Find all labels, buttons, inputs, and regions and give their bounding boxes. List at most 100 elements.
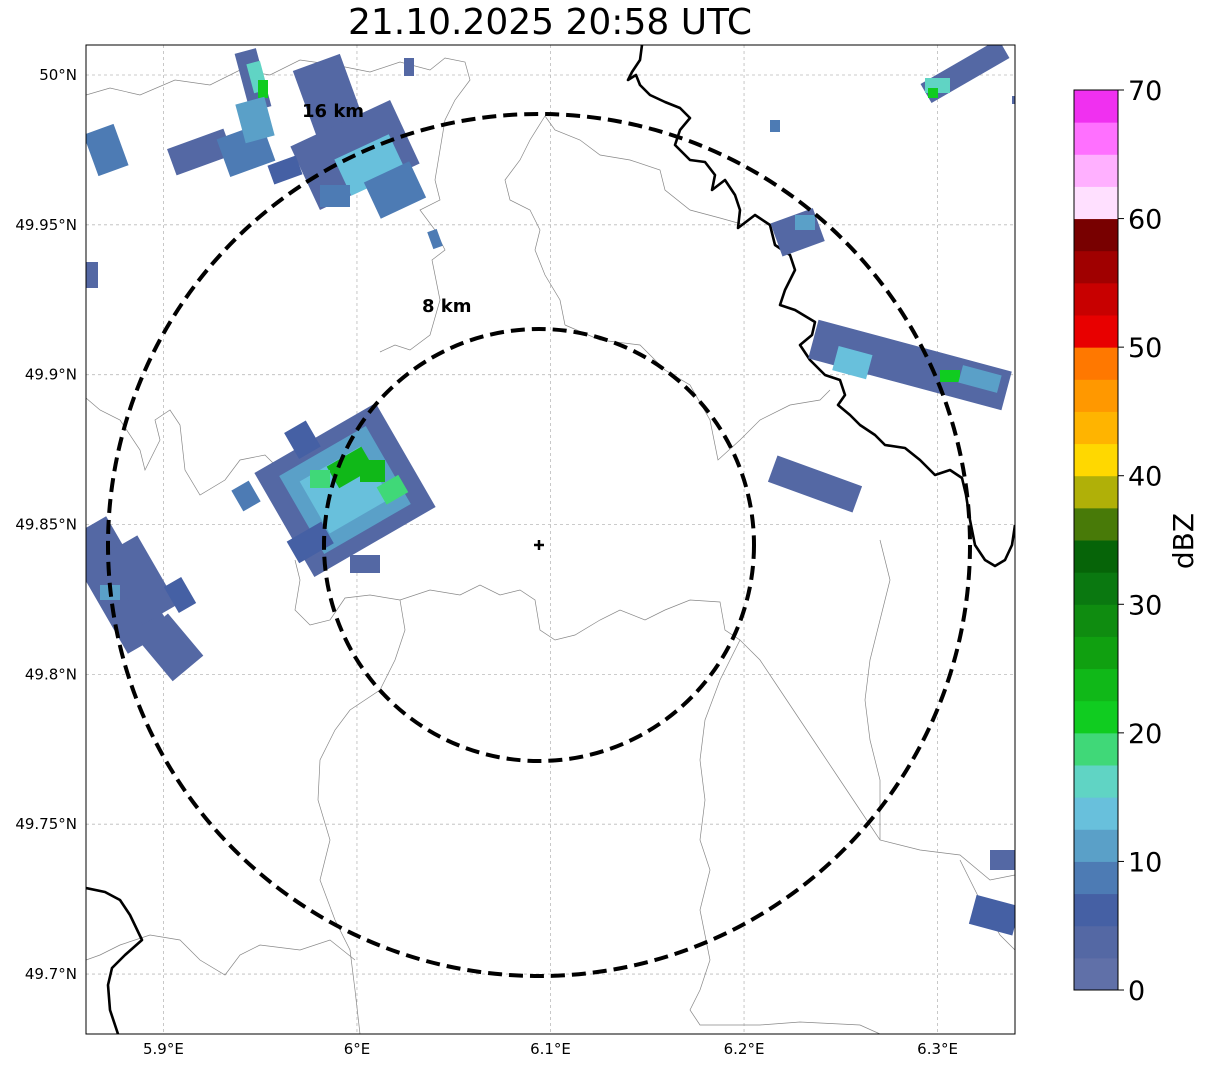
lon-tick-label: 6.3°E — [917, 1040, 958, 1058]
echo-cell — [404, 58, 414, 76]
lon-tick-label: 6.2°E — [724, 1040, 765, 1058]
echo-cell — [86, 123, 129, 177]
echo-cell — [334, 134, 406, 196]
region-boundary — [544, 115, 746, 226]
colorbar-segment — [1074, 347, 1118, 380]
lat-tick-label: 49.8°N — [25, 665, 77, 683]
colorbar-segment — [1074, 475, 1118, 509]
range-ring-16km — [106, 112, 972, 978]
region-boundary — [317, 599, 406, 1034]
region-boundary — [689, 639, 881, 1034]
latitude-labels: 50°N 49.95°N 49.9°N 49.85°N 49.8°N 49.75°N 49.… — [15, 66, 77, 983]
radar-site-marker — [534, 540, 544, 550]
region-boundary — [864, 539, 891, 840]
echo-cell — [832, 346, 873, 380]
echo-cell — [102, 535, 178, 625]
colorbar-segment — [1074, 765, 1118, 798]
colorbar-segment — [1074, 797, 1118, 830]
colorbar-segment — [1074, 893, 1118, 927]
region-boundary — [504, 115, 566, 326]
echo-cell — [286, 521, 334, 564]
colorbar-segment — [1074, 861, 1118, 895]
colorbar-segment — [1074, 636, 1118, 670]
region-boundaries — [86, 57, 1015, 1034]
echo-cell — [360, 460, 385, 482]
echo-cell — [137, 613, 204, 682]
colorbar-segment — [1074, 186, 1118, 220]
region-boundary — [86, 397, 296, 496]
echo-cell — [163, 577, 197, 613]
echo-cell — [770, 120, 780, 132]
colorbar-segment — [1074, 668, 1118, 702]
colorbar-tick-label: 20 — [1128, 719, 1162, 750]
colorbar-segment — [1074, 572, 1118, 605]
echo-cluster-east — [767, 45, 1015, 936]
colorbar-segment — [1074, 154, 1118, 187]
echo-cell — [86, 262, 98, 288]
lat-tick-label: 49.85°N — [15, 516, 77, 534]
lat-tick-label: 49.95°N — [15, 216, 77, 234]
colorbar-segment — [1074, 507, 1118, 541]
echo-cell — [376, 474, 409, 505]
colorbar-segment — [1074, 315, 1118, 348]
echo-cell — [284, 420, 321, 459]
echo-cell — [320, 185, 350, 207]
reflectivity-echoes — [86, 45, 1015, 936]
colorbar-tick-label: 50 — [1128, 333, 1162, 364]
echo-cluster-west — [86, 262, 204, 682]
echo-cell — [350, 555, 380, 573]
colorbar-tick-label: 70 — [1128, 76, 1162, 107]
echo-cell — [310, 470, 330, 488]
colorbar-segment — [1074, 700, 1118, 734]
lat-tick-label: 49.75°N — [15, 815, 77, 833]
lon-tick-label: 6.1°E — [530, 1040, 571, 1058]
map-title: 21.10.2025 20:58 UTC — [347, 2, 753, 43]
colorbar-segment — [1074, 411, 1118, 445]
echo-cell — [235, 96, 275, 144]
colorbar-segment — [1074, 957, 1118, 991]
colorbar-segment — [1074, 604, 1118, 637]
colorbar-tick-label: 0 — [1128, 976, 1145, 1007]
echo-cell — [363, 161, 427, 219]
echo-cell — [958, 365, 1002, 393]
echo-cell — [427, 228, 443, 250]
colorbar-segment — [1074, 443, 1118, 477]
range-ring-8km — [322, 327, 756, 763]
region-boundary — [86, 934, 356, 976]
lon-tick-label: 6°E — [344, 1040, 371, 1058]
colorbar-frame — [1073, 89, 1119, 991]
region-boundary — [86, 57, 471, 353]
colorbar-tick-label: 40 — [1128, 462, 1162, 493]
colorbar-tick-label: 30 — [1128, 590, 1162, 621]
echo-cell — [928, 88, 938, 98]
echo-cell — [167, 128, 233, 176]
lat-tick-label: 50°N — [39, 66, 77, 84]
echo-cell — [990, 850, 1015, 870]
range-ring-label-8km: 8 km — [422, 296, 472, 317]
echo-cell — [267, 155, 303, 185]
colorbar: 0 10 20 30 40 50 60 70 — [1073, 76, 1162, 1007]
echo-cell — [968, 894, 1015, 936]
echo-cell — [808, 319, 1012, 411]
echo-cell — [258, 80, 268, 98]
colorbar-segment — [1074, 250, 1118, 284]
colorbar-segment — [1074, 540, 1118, 573]
echo-cell — [940, 370, 960, 382]
country-borders — [86, 45, 1015, 1034]
lon-tick-label: 5.9°E — [143, 1040, 184, 1058]
echo-cell — [795, 215, 815, 230]
colorbar-segment — [1074, 90, 1118, 123]
colorbar-segment — [1074, 122, 1118, 155]
country-border — [626, 45, 1015, 568]
longitude-labels: 5.9°E 6°E 6.1°E 6.2°E 6.3°E — [143, 1040, 958, 1058]
echo-cell — [767, 455, 863, 513]
lat-tick-label: 49.7°N — [25, 965, 77, 983]
region-boundary — [294, 559, 1015, 881]
colorbar-tick-label: 60 — [1128, 205, 1162, 236]
colorbar-tick-label: 10 — [1128, 847, 1162, 878]
lat-tick-label: 49.9°N — [25, 366, 77, 384]
echo-cell — [231, 480, 261, 512]
region-boundary — [564, 324, 831, 461]
colorbar-segment — [1074, 732, 1118, 766]
